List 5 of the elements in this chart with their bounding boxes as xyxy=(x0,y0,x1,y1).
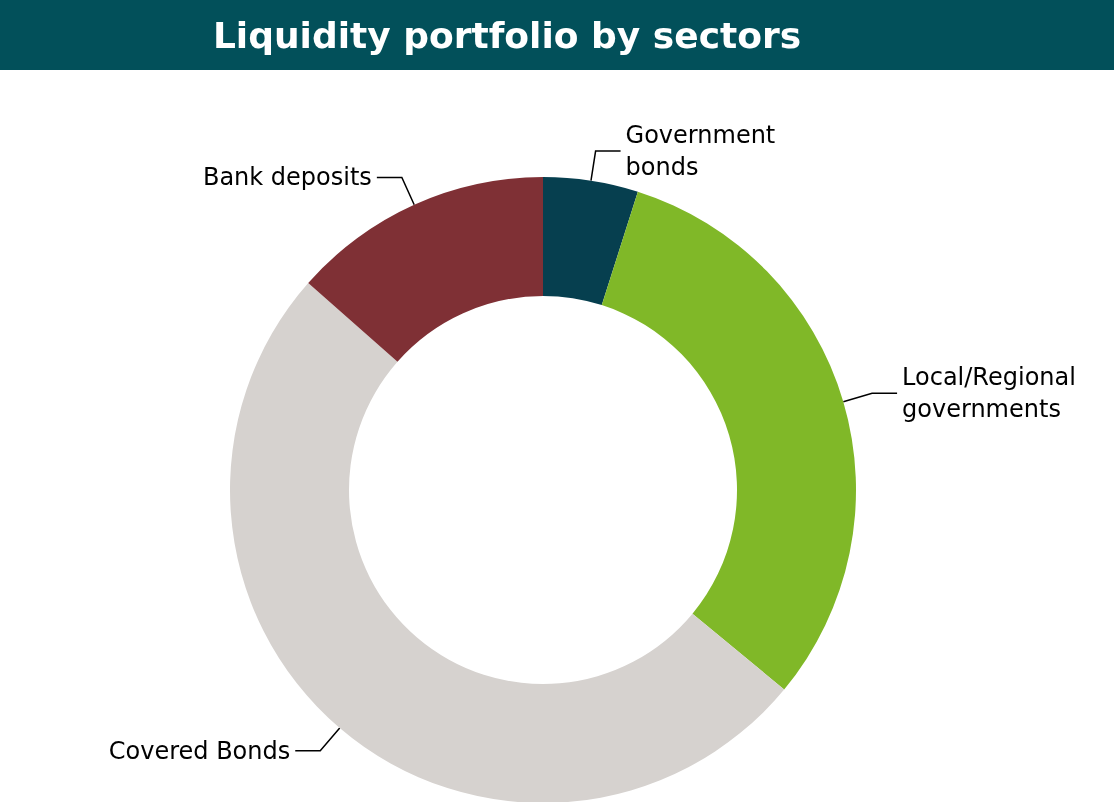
slice-label: Government bonds xyxy=(625,121,783,182)
slice-label: Bank deposits xyxy=(202,163,372,192)
slice-label: Covered Bonds xyxy=(108,736,291,765)
chart-title: Liquidity portfolio by sectors xyxy=(0,0,1114,70)
slice-label: Local/Regional governments xyxy=(902,363,1084,424)
